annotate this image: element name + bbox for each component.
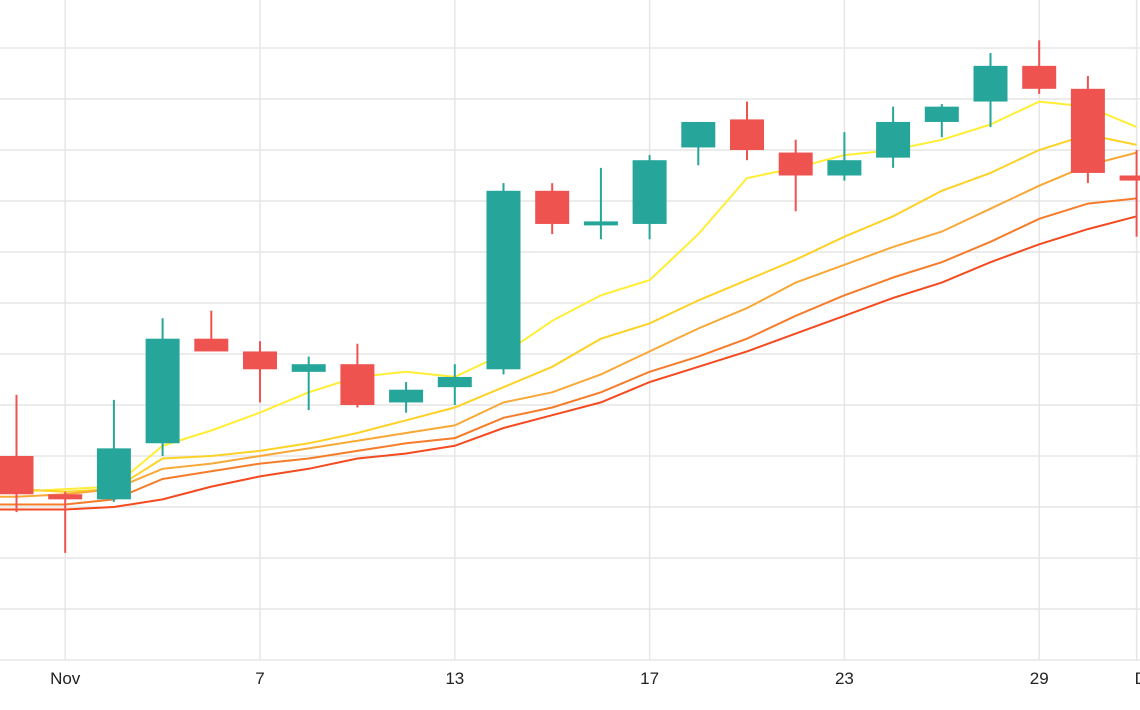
- candle: [437, 364, 472, 405]
- x-tick-label: 29: [1030, 669, 1049, 688]
- candle-body: [486, 190, 521, 370]
- candle: [340, 343, 375, 408]
- moving-average-line-4: [0, 197, 1137, 506]
- grid: [0, 0, 1140, 661]
- candle: [876, 106, 911, 168]
- candle: [48, 491, 83, 553]
- candle: [924, 104, 959, 138]
- candle: [632, 155, 667, 240]
- candle-body: [1119, 175, 1140, 181]
- candle-body: [583, 221, 618, 226]
- candle: [1022, 40, 1057, 94]
- candle: [389, 382, 424, 413]
- candle-body: [778, 152, 813, 176]
- moving-average-line-3: [0, 151, 1137, 498]
- candle: [243, 341, 277, 403]
- candle-body: [827, 160, 862, 176]
- candle-body: [1070, 88, 1105, 173]
- candle: [1119, 150, 1140, 237]
- candle-body: [96, 448, 131, 500]
- x-tick-label: 23: [835, 669, 854, 688]
- x-axis: Nov 7 13 17 23 29 De: [50, 669, 1140, 688]
- candle: [778, 139, 813, 212]
- candle-body: [291, 364, 326, 372]
- moving-average-lines: [0, 100, 1137, 511]
- candle-body: [389, 389, 424, 403]
- candle-body: [0, 456, 34, 495]
- candle: [145, 318, 180, 456]
- candle: [194, 310, 229, 352]
- candle-body: [194, 338, 229, 352]
- candle-body: [632, 160, 667, 224]
- x-tick-label: Nov: [50, 669, 81, 688]
- candle: [486, 183, 521, 375]
- candle-body: [48, 494, 83, 500]
- candles: [0, 40, 1140, 553]
- moving-average-line-2: [0, 133, 1137, 493]
- candle-body: [243, 351, 277, 370]
- candle-body: [681, 121, 716, 148]
- candle: [96, 399, 131, 502]
- candle: [1070, 76, 1105, 184]
- candle: [973, 53, 1008, 128]
- candle-body: [730, 119, 764, 150]
- candle-body: [340, 364, 375, 405]
- candle-body: [145, 338, 180, 444]
- x-tick-label: 13: [445, 669, 464, 688]
- candle: [291, 356, 326, 411]
- x-tick-label: De: [1135, 669, 1140, 688]
- candle: [583, 167, 618, 240]
- candle-body: [437, 376, 472, 388]
- moving-average-line-5: [0, 215, 1137, 511]
- candle: [535, 183, 570, 235]
- candle: [730, 101, 764, 161]
- candle: [827, 132, 862, 181]
- x-tick-label: 7: [255, 669, 264, 688]
- x-tick-label: 17: [640, 669, 659, 688]
- candle: [0, 394, 34, 513]
- candle-body: [876, 121, 911, 158]
- candle-body: [535, 190, 570, 224]
- candle-body: [924, 106, 959, 122]
- candle-body: [1022, 65, 1057, 89]
- candle-body: [973, 65, 1008, 102]
- candle: [681, 121, 716, 166]
